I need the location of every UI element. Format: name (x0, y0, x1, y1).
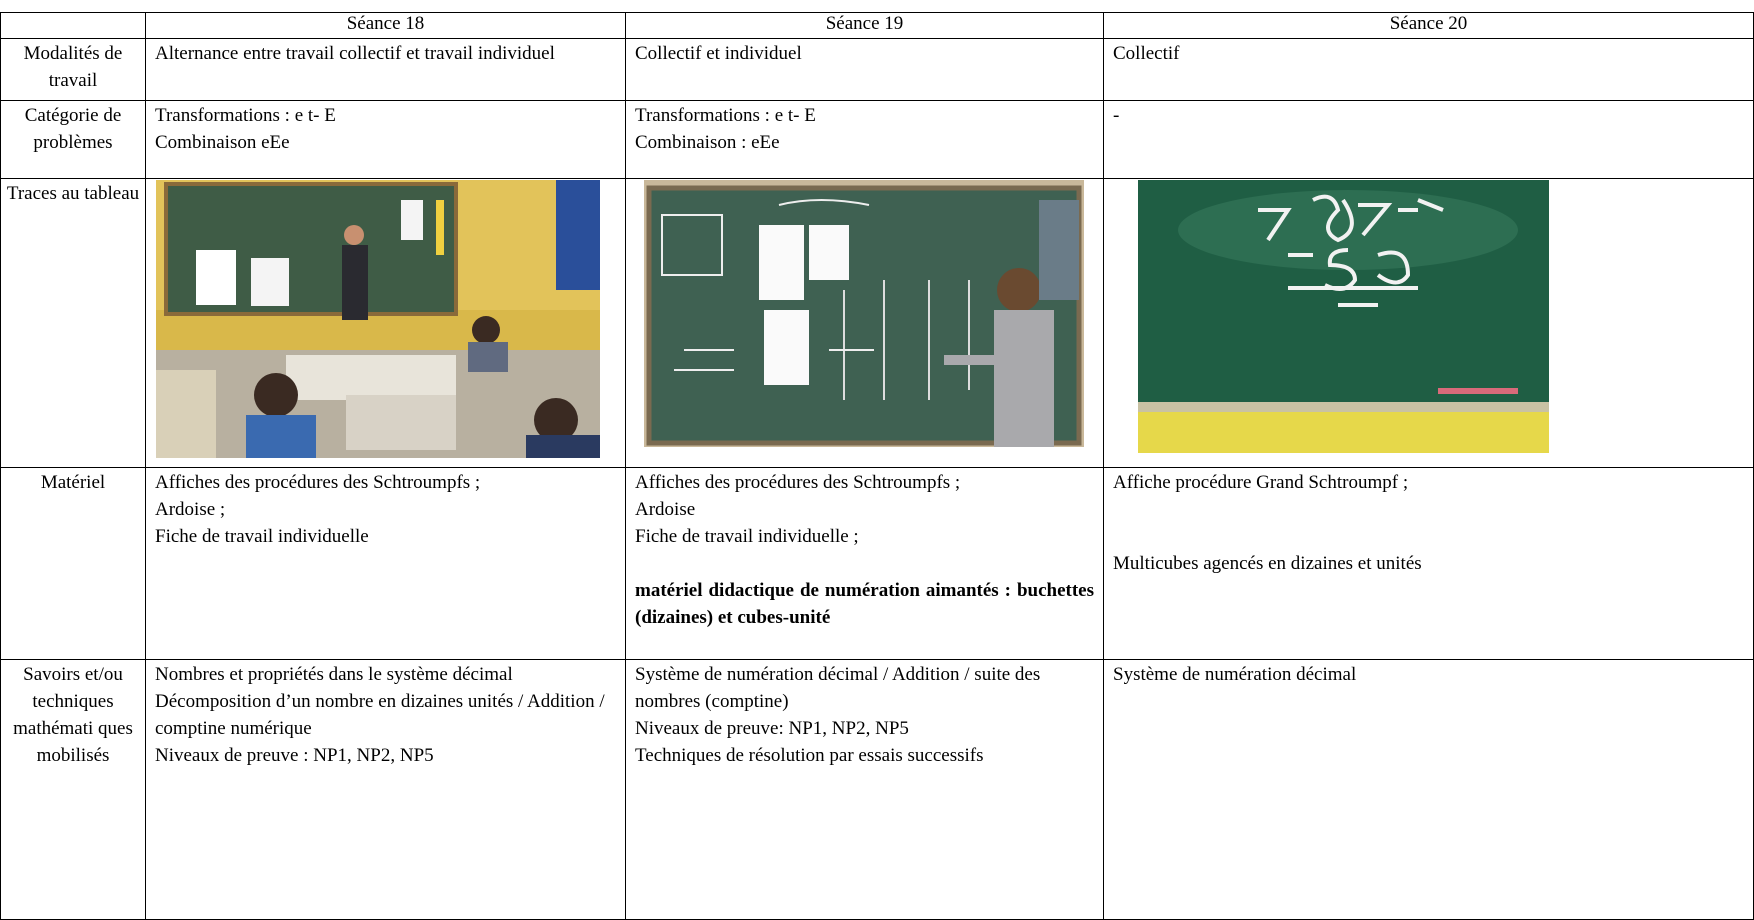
cell-line: Combinaison eEe (155, 132, 290, 153)
header-cell: Séance 19 (625, 12, 1104, 39)
cell-line: Collectif (1113, 43, 1180, 64)
cell: Collectif (1103, 38, 1754, 101)
cell: Affiches des procédures des Schtroumpfs … (625, 467, 1104, 660)
cell: Nombres et propriétés dans le système dé… (145, 659, 626, 920)
cell: Système de numération décimal (1103, 659, 1754, 920)
cell-line: Décomposition d’un nombre en dizaines un… (155, 691, 605, 739)
session-table: Séance 18 Séance 19 Séance 20 Modalités de … (0, 12, 1754, 920)
photo (1138, 180, 1549, 453)
cell-line: Combinaison : eEe (635, 132, 780, 153)
board-photo (627, 180, 1103, 455)
cell: Alternance entre travail collectif et tr… (145, 38, 626, 101)
cell: Affiches des procédures des Schtroumpfs … (145, 467, 626, 660)
cell-line: Niveaux de preuve: NP1, NP2, NP5 (635, 718, 909, 739)
cell-line: Ardoise ; (155, 499, 226, 520)
photo (156, 180, 600, 458)
cell-line: Techniques de résolution par essais succ… (635, 745, 984, 766)
cell-line: Multicubes agencés en dizaines et unités (1113, 553, 1422, 574)
board-photo (147, 180, 625, 466)
cell-line: Fiche de travail individuelle (155, 526, 369, 547)
cell: Transformations : e t- E Combinaison eEe (145, 100, 626, 179)
cell-line: Système de numération décimal / Addition… (635, 664, 1041, 712)
photo (644, 180, 1084, 447)
header-cell: Séance 18 (145, 12, 626, 39)
cell: Collectif et individuel (625, 38, 1104, 101)
cell: Affiche procédure Grand Schtroumpf ; Mult… (1103, 467, 1754, 660)
cell-line: Ardoise (635, 499, 696, 520)
cell-line: Transformations : e t- E (635, 105, 816, 126)
cell-line: Alternance entre travail collectif et tr… (155, 43, 555, 64)
cell-line: Nombres et propriétés dans le système dé… (155, 664, 513, 685)
board-photo (1105, 180, 1753, 461)
row-label: Matériel (0, 467, 146, 660)
cell-line: Collectif et individuel (635, 43, 802, 64)
table-row: Matériel Affiches des procédures des Scht… (0, 467, 1754, 660)
cell-line: Transformations : e t- E (155, 105, 336, 126)
cell-line: Affiches des procédures des Schtroumpfs … (635, 472, 961, 493)
image-cell (625, 178, 1104, 468)
table-row: Savoirs et/ou techniques mathémati ques … (0, 659, 1754, 920)
row-label: Savoirs et/ou techniques mathémati ques … (0, 659, 146, 920)
cell-line: matériel didactique de numération aimant… (635, 580, 1094, 628)
table-row: Catégorie de problèmes Transformations : … (0, 100, 1754, 179)
row-label: Traces au tableau (0, 178, 146, 468)
image-cell (145, 178, 626, 468)
cell-line: Système de numération décimal (1113, 664, 1357, 685)
cell: Transformations : e t- E Combinaison : eE… (625, 100, 1104, 179)
cell: Système de numération décimal / Addition… (625, 659, 1104, 920)
row-label: Catégorie de problèmes (0, 100, 146, 179)
table-row: Traces au tableau (0, 178, 1754, 468)
cell-line: Affiche procédure Grand Schtroumpf ; (1113, 472, 1409, 493)
header-cell: Séance 20 (1103, 12, 1754, 39)
corner-cell (0, 12, 146, 39)
cell-line: Affiches des procédures des Schtroumpfs … (155, 472, 481, 493)
cell-line: Niveaux de preuve : NP1, NP2, NP5 (155, 745, 434, 766)
image-cell (1103, 178, 1754, 468)
cell-line: Fiche de travail individuelle ; (635, 526, 859, 547)
cell-line: - (1113, 105, 1120, 126)
row-label: Modalités de travail (0, 38, 146, 101)
header-row: Séance 18 Séance 19 Séance 20 (0, 12, 1754, 39)
table-row: Modalités de travail Alternance entre tra… (0, 38, 1754, 101)
cell: - (1103, 100, 1754, 179)
